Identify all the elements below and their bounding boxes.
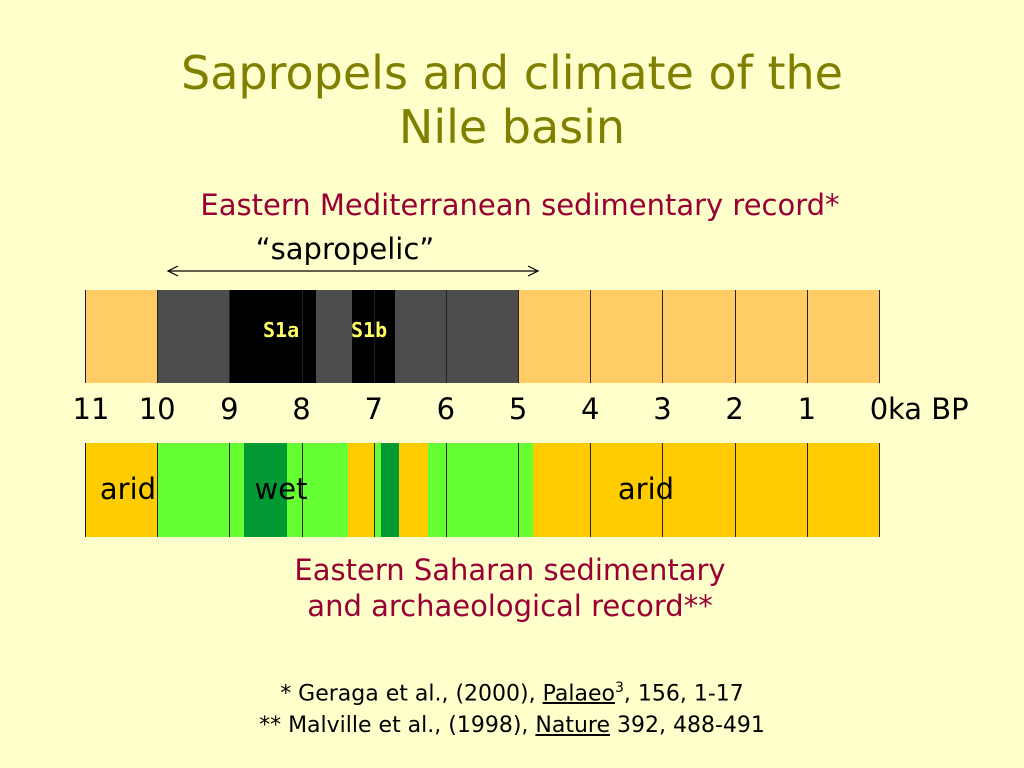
ref2-journal: Nature xyxy=(535,713,611,739)
tick-label: 10 xyxy=(138,392,176,426)
tick-label: 5 xyxy=(508,392,528,426)
sahara-gridline xyxy=(157,443,159,537)
med-gridline xyxy=(373,290,375,383)
med-gridline xyxy=(445,290,447,383)
med-segment-oxic xyxy=(518,290,879,383)
tick-label: 0 xyxy=(869,392,889,426)
sahara-heading-line-1: Eastern Saharan sedimentary xyxy=(294,553,726,587)
tick-label: 7 xyxy=(364,392,383,426)
sapropelic-label: “sapropelic” xyxy=(255,232,435,266)
med-segment-sapropelic xyxy=(157,290,519,383)
sahara-heading-line-2: and archaeological record** xyxy=(307,589,713,623)
reference-2: ** Malville et al., (1998), Nature 392, … xyxy=(0,710,1024,742)
med-gridline xyxy=(85,290,86,383)
ref1-superscript: 3 xyxy=(614,680,624,696)
tick-label: 1 xyxy=(797,392,817,426)
sahara-gridline xyxy=(590,443,592,537)
title-line-2: Nile basin xyxy=(398,100,626,154)
tick-label: 9 xyxy=(220,392,239,426)
sahara-record-heading: Eastern Saharan sedimentary and archaeol… xyxy=(0,552,1020,624)
ref1-prefix: * Geraga et al., (2000), xyxy=(280,681,543,707)
sahara-gridline xyxy=(662,443,664,537)
tick-label: 2 xyxy=(725,392,744,426)
sahara-gridline xyxy=(734,443,736,537)
sahara-gridline xyxy=(301,443,303,537)
med-gridline xyxy=(590,290,592,383)
med-gridline xyxy=(518,290,520,383)
axis-unit-label: ka BP xyxy=(888,392,969,426)
sahara-segment-very_wet xyxy=(243,443,288,537)
tick-label: 3 xyxy=(653,392,672,426)
med-gridline xyxy=(806,290,808,383)
sahara-segment-arid xyxy=(348,443,374,537)
med-gridline xyxy=(879,290,880,383)
sahara-segment-arid xyxy=(398,443,428,537)
med-record-heading: Eastern Mediterranean sedimentary record… xyxy=(200,188,840,222)
title-line-1: Sapropels and climate of the xyxy=(181,46,843,100)
med-gridline xyxy=(301,290,303,383)
tick-label: 11 xyxy=(72,392,110,426)
tick-label: 4 xyxy=(581,392,600,426)
mediterranean-record-bar xyxy=(85,290,880,383)
ref1-journal: Palaeo xyxy=(542,681,615,707)
s1a-label: S1a xyxy=(263,318,300,342)
sahara-segment-very_wet xyxy=(380,443,399,537)
references: * Geraga et al., (2000), Palaeo3, 156, 1… xyxy=(0,672,1024,742)
sahara-gridline xyxy=(85,443,86,537)
sahara-gridline xyxy=(879,443,880,537)
sahara-segment-wet xyxy=(157,443,533,537)
sahara-record-bar xyxy=(85,443,880,537)
ref1-suffix: , 156, 1-17 xyxy=(623,681,744,707)
med-gridline xyxy=(734,290,736,383)
tick-label: 8 xyxy=(292,392,311,426)
slide-title: Sapropels and climate of the Nile basin xyxy=(0,46,1024,154)
arid-label-right: arid xyxy=(617,472,675,506)
ref2-suffix: 392, 488-491 xyxy=(610,713,765,739)
sahara-gridline xyxy=(806,443,808,537)
sahara-gridline xyxy=(229,443,231,537)
tick-label: 6 xyxy=(436,392,456,426)
sahara-segment-arid xyxy=(85,443,158,537)
sahara-gridline xyxy=(445,443,447,537)
s1b-label: S1b xyxy=(351,318,388,342)
med-gridline xyxy=(229,290,231,383)
ref2-prefix: ** Malville et al., (1998), xyxy=(259,713,536,739)
med-gridline xyxy=(662,290,664,383)
sahara-gridline xyxy=(518,443,520,537)
wet-label: wet xyxy=(254,472,308,506)
arid-label-left: arid xyxy=(99,472,157,506)
sahara-gridline xyxy=(373,443,375,537)
sahara-segment-arid xyxy=(532,443,879,537)
med-gridline xyxy=(157,290,159,383)
med-segment-oxic xyxy=(85,290,158,383)
med-segment-sapropel xyxy=(352,290,396,383)
reference-1: * Geraga et al., (2000), Palaeo3, 156, 1… xyxy=(0,672,1024,710)
